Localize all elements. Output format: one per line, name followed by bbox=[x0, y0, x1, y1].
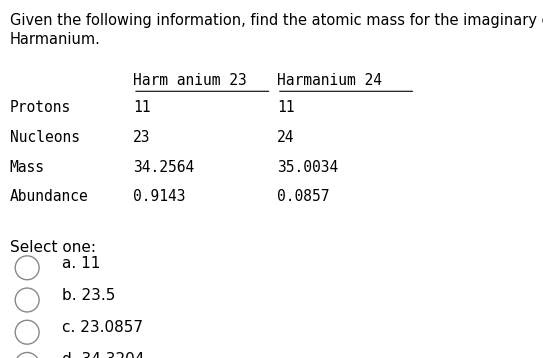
Text: 0.0857: 0.0857 bbox=[277, 189, 330, 204]
Text: Select one:: Select one: bbox=[10, 240, 96, 255]
Text: Harm anium 23: Harm anium 23 bbox=[133, 73, 247, 88]
Text: 35.0034: 35.0034 bbox=[277, 160, 338, 175]
Text: a. 11: a. 11 bbox=[62, 256, 101, 271]
Text: b. 23.5: b. 23.5 bbox=[62, 288, 116, 303]
Text: 0.9143: 0.9143 bbox=[133, 189, 186, 204]
Text: 23: 23 bbox=[133, 130, 150, 145]
Text: Harmanium.: Harmanium. bbox=[10, 32, 100, 47]
Text: Abundance: Abundance bbox=[10, 189, 89, 204]
Text: Protons: Protons bbox=[10, 100, 71, 115]
Text: 11: 11 bbox=[133, 100, 150, 115]
Text: Harmanium 24: Harmanium 24 bbox=[277, 73, 382, 88]
Text: Mass: Mass bbox=[10, 160, 45, 175]
Text: Nucleons: Nucleons bbox=[10, 130, 80, 145]
Text: 11: 11 bbox=[277, 100, 294, 115]
Text: Given the following information, find the atomic mass for the imaginary element: Given the following information, find th… bbox=[10, 13, 543, 28]
Text: c. 23.0857: c. 23.0857 bbox=[62, 320, 143, 335]
Text: 34.2564: 34.2564 bbox=[133, 160, 194, 175]
Text: 24: 24 bbox=[277, 130, 294, 145]
Text: d. 34.3204: d. 34.3204 bbox=[62, 353, 145, 358]
